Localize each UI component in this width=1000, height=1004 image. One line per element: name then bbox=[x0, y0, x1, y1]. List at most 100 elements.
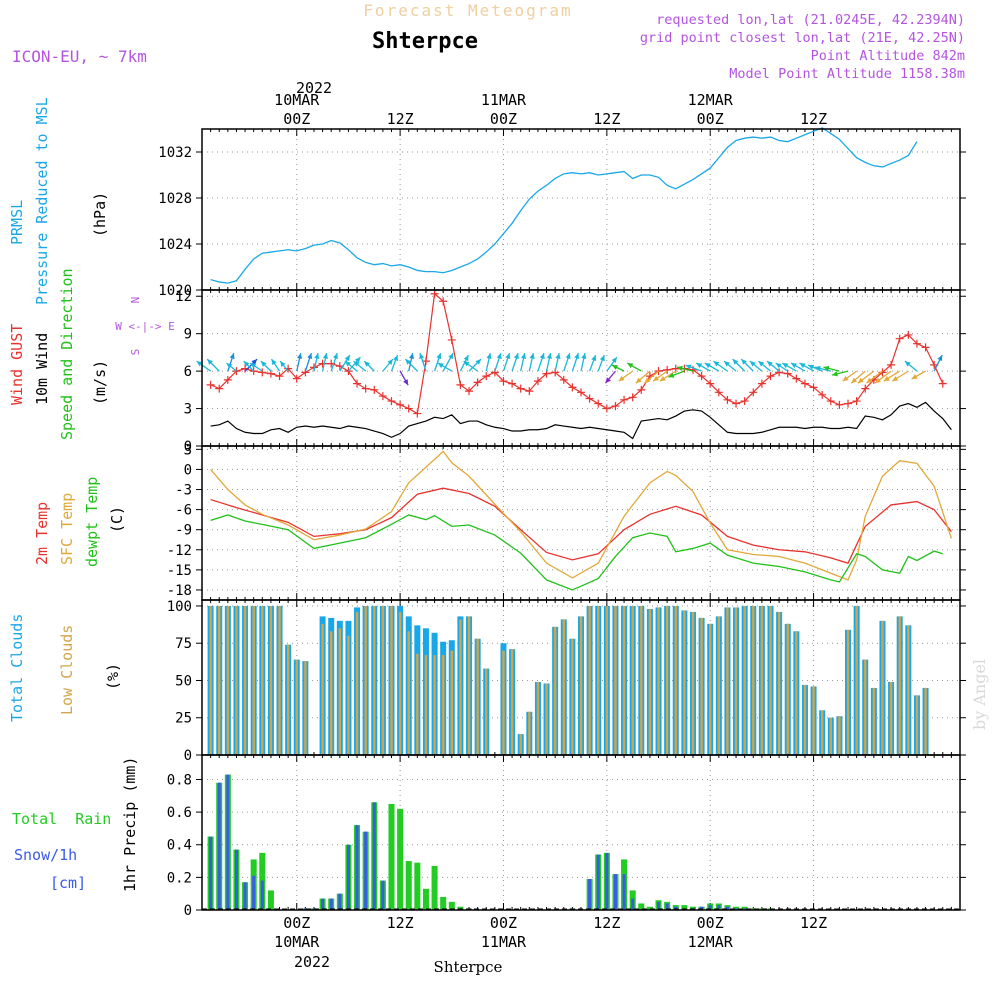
y-tick-label: 0.4 bbox=[167, 838, 192, 854]
low-cloud-bar bbox=[338, 628, 342, 755]
snow-unit-label: [cm] bbox=[50, 874, 86, 892]
bottom-time-label: 12Z bbox=[387, 914, 414, 932]
gust-marker bbox=[275, 372, 284, 381]
rain-bar bbox=[267, 890, 274, 910]
wind-arrow bbox=[823, 365, 840, 372]
snow-bar bbox=[708, 905, 712, 910]
low-cloud-bar bbox=[622, 605, 626, 755]
wind-arrow-head bbox=[354, 357, 361, 363]
wind-arrow bbox=[459, 354, 469, 372]
wind-arrow bbox=[842, 370, 858, 382]
wind-arrow-head bbox=[758, 361, 765, 367]
wind-arrow-head bbox=[419, 353, 425, 360]
compass-we-label: W <-|-> E bbox=[115, 320, 175, 333]
low-cloud-bar bbox=[579, 616, 583, 755]
ylabels: PRMSL Pressure Reduced to MSL (hPa) Wind… bbox=[8, 97, 139, 892]
wind-arrow-head bbox=[832, 371, 838, 377]
wind-arrow bbox=[260, 360, 272, 372]
wind-arrow-head bbox=[790, 363, 797, 369]
bottom-time-label: 00Z bbox=[490, 914, 517, 932]
wind-arrow-head bbox=[463, 355, 469, 362]
low-cloud-bar bbox=[588, 605, 591, 755]
low-clouds-label: Low Clouds bbox=[58, 625, 76, 715]
wind-arrow-head bbox=[842, 375, 849, 382]
low-cloud-bar bbox=[209, 605, 212, 755]
gust-marker bbox=[258, 368, 267, 377]
low-cloud-bar bbox=[269, 605, 273, 755]
gust-marker bbox=[757, 379, 766, 388]
gust-marker bbox=[456, 380, 465, 389]
snow-bar bbox=[596, 854, 600, 910]
snow-bar bbox=[717, 905, 721, 910]
speed-direction-label: Speed and Direction bbox=[58, 268, 76, 440]
low-cloud-bar bbox=[657, 607, 660, 755]
snow-bar bbox=[381, 880, 385, 910]
wind-arrow bbox=[206, 358, 220, 372]
sfc-temp-line bbox=[210, 450, 953, 581]
gust-marker bbox=[249, 367, 258, 376]
rain-bar bbox=[405, 861, 412, 910]
wind-arrow bbox=[723, 360, 737, 372]
snow-bar bbox=[372, 802, 376, 910]
gust-marker bbox=[361, 384, 370, 393]
gust-marker bbox=[602, 404, 611, 413]
temp-2m-line bbox=[210, 487, 952, 564]
wind-arrow-head bbox=[539, 353, 545, 360]
low-cloud-bar bbox=[485, 668, 488, 755]
gust-marker bbox=[370, 385, 379, 394]
top-time-label: 10MAR bbox=[274, 91, 320, 109]
gust-marker bbox=[921, 343, 930, 352]
wind-arrow-head bbox=[892, 376, 899, 382]
low-cloud-bar bbox=[640, 605, 643, 755]
gust-marker bbox=[861, 384, 870, 393]
wind-arrow-head bbox=[851, 377, 858, 384]
wind-arrow bbox=[659, 370, 677, 382]
wind-arrow-head bbox=[724, 361, 730, 367]
low-cloud-bar bbox=[674, 605, 677, 755]
wind-arrow-head bbox=[883, 376, 890, 382]
wind-arrow-head bbox=[676, 365, 683, 371]
wind-arrow-head bbox=[436, 353, 442, 360]
low-cloud-bar bbox=[441, 655, 445, 755]
wind-arrow-head bbox=[555, 353, 561, 359]
panel-0: 1020 1024 1028 1032 bbox=[158, 129, 966, 299]
gust-marker bbox=[413, 409, 422, 418]
snow-bar bbox=[588, 879, 592, 910]
gust-marker bbox=[706, 379, 715, 388]
wind-arrow-head bbox=[207, 359, 213, 365]
low-cloud-bar bbox=[571, 638, 574, 755]
y-tick-label: -9 bbox=[175, 523, 192, 539]
low-cloud-bar bbox=[846, 629, 850, 755]
gust-marker bbox=[430, 289, 439, 298]
wind-arrow-head bbox=[271, 359, 277, 366]
wind-arrow-head bbox=[775, 363, 782, 369]
low-cloud-bar bbox=[390, 605, 393, 755]
gust-marker bbox=[723, 395, 732, 404]
y-tick-label: 0.8 bbox=[167, 772, 192, 788]
y-tick-label: -3 bbox=[175, 483, 192, 499]
wind-arrow-head bbox=[767, 361, 773, 367]
wind-arrow bbox=[589, 354, 597, 372]
wind-arrow-head bbox=[505, 353, 511, 360]
wind-arrow bbox=[790, 362, 806, 372]
gust-marker bbox=[775, 368, 784, 377]
wind-line bbox=[210, 401, 952, 440]
low-cloud-bar bbox=[597, 605, 600, 755]
wind-arrow-head bbox=[226, 363, 233, 369]
wind-arrow bbox=[668, 370, 685, 378]
wind-arrow bbox=[313, 352, 320, 372]
rain-bar bbox=[388, 803, 395, 910]
bottom-time-label: 00Z bbox=[697, 914, 724, 932]
low-cloud-bar bbox=[553, 626, 557, 755]
low-cloud-bar bbox=[734, 607, 738, 755]
wind-arrow bbox=[740, 358, 754, 372]
low-cloud-bar bbox=[235, 605, 238, 755]
dewpt-line bbox=[210, 514, 943, 591]
wind-arrow bbox=[606, 356, 618, 372]
wind-arrow-head bbox=[496, 353, 502, 360]
snow-bar bbox=[700, 906, 704, 910]
wind-arrow-head bbox=[475, 359, 482, 365]
wind-arrow-head bbox=[486, 353, 492, 359]
sfc-temp-label: SFC Temp bbox=[58, 493, 76, 565]
wind-arrow bbox=[807, 364, 823, 372]
